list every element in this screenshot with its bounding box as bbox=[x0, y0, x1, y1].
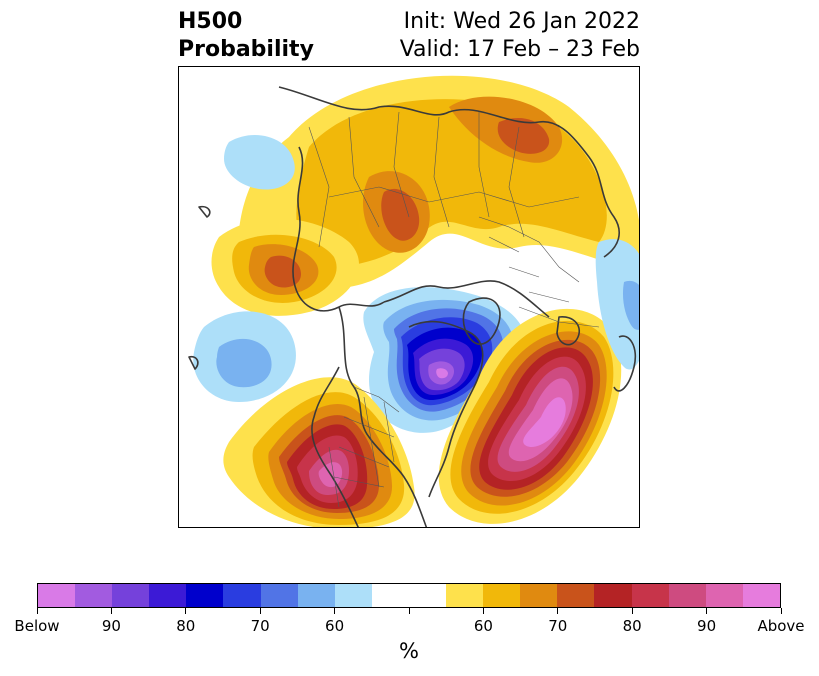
colorbar-segment bbox=[75, 584, 113, 607]
colorbar-segment bbox=[668, 584, 706, 607]
coastlines bbox=[188, 86, 637, 527]
colorbar-tick-label: 90 bbox=[697, 617, 717, 635]
colorbar-tick bbox=[631, 608, 633, 614]
colorbar-segment bbox=[297, 584, 335, 607]
colorbar-tick bbox=[259, 608, 261, 614]
colorbar-segment bbox=[705, 584, 743, 607]
colorbar-tick-label: 90 bbox=[101, 617, 121, 635]
colorbar-segment bbox=[260, 584, 298, 607]
europe-below-anomaly bbox=[595, 239, 639, 370]
atlantic-above-anomaly bbox=[438, 308, 622, 524]
colorbar-unit-label: % bbox=[399, 639, 419, 663]
colorbar-segment bbox=[594, 584, 632, 607]
colorbar-segment bbox=[742, 584, 780, 607]
colorbar-tick-label: Above bbox=[757, 617, 805, 635]
colorbar-tick bbox=[408, 608, 410, 614]
title-variable: H500 bbox=[178, 9, 243, 34]
colorbar-segment bbox=[112, 584, 150, 607]
pacific-below-anomaly bbox=[193, 134, 296, 402]
colorbar-segment bbox=[483, 584, 521, 607]
colorbar-tick bbox=[706, 608, 708, 614]
probability-map bbox=[179, 67, 639, 527]
title-left: H500 Probability bbox=[178, 8, 314, 64]
colorbar-segment bbox=[408, 584, 447, 607]
title-subtitle: Probability bbox=[178, 37, 314, 62]
colorbar-tick bbox=[780, 608, 782, 614]
colorbar-tick bbox=[482, 608, 484, 614]
colorbar bbox=[37, 583, 781, 608]
colorbar-tick-label: 80 bbox=[176, 617, 196, 635]
title-right: Init: Wed 26 Jan 2022 Valid: 17 Feb – 23… bbox=[400, 8, 640, 64]
colorbar-segment bbox=[631, 584, 669, 607]
colorbar-tick bbox=[334, 608, 336, 614]
colorbar-tick-label: 80 bbox=[622, 617, 642, 635]
colorbar-segment bbox=[334, 584, 372, 607]
colorbar-segment bbox=[186, 584, 224, 607]
asia-above-anomaly bbox=[211, 218, 360, 316]
colorbar-tick bbox=[110, 608, 112, 614]
colorbar-tick-label: Below bbox=[14, 617, 60, 635]
colorbar-segment bbox=[149, 584, 187, 607]
colorbar-segment bbox=[446, 584, 484, 607]
colorbar-segment bbox=[38, 584, 76, 607]
colorbar-segment bbox=[520, 584, 558, 607]
political-borders bbox=[308, 111, 600, 508]
init-date: Init: Wed 26 Jan 2022 bbox=[403, 9, 640, 34]
colorbar-tick-label: 70 bbox=[250, 617, 270, 635]
colorbar-segment bbox=[557, 584, 595, 607]
colorbar-tick bbox=[185, 608, 187, 614]
colorbar-tick-label: 60 bbox=[473, 617, 493, 635]
colorbar-tick-label: 60 bbox=[325, 617, 345, 635]
map-panel bbox=[178, 66, 640, 528]
colorbar-tick bbox=[36, 608, 38, 614]
colorbar-segment bbox=[223, 584, 261, 607]
valid-range: Valid: 17 Feb – 23 Feb bbox=[399, 37, 640, 62]
colorbar-tick-label: 70 bbox=[548, 617, 568, 635]
colorbar-tick bbox=[557, 608, 559, 614]
colorbar-segment bbox=[371, 584, 409, 607]
